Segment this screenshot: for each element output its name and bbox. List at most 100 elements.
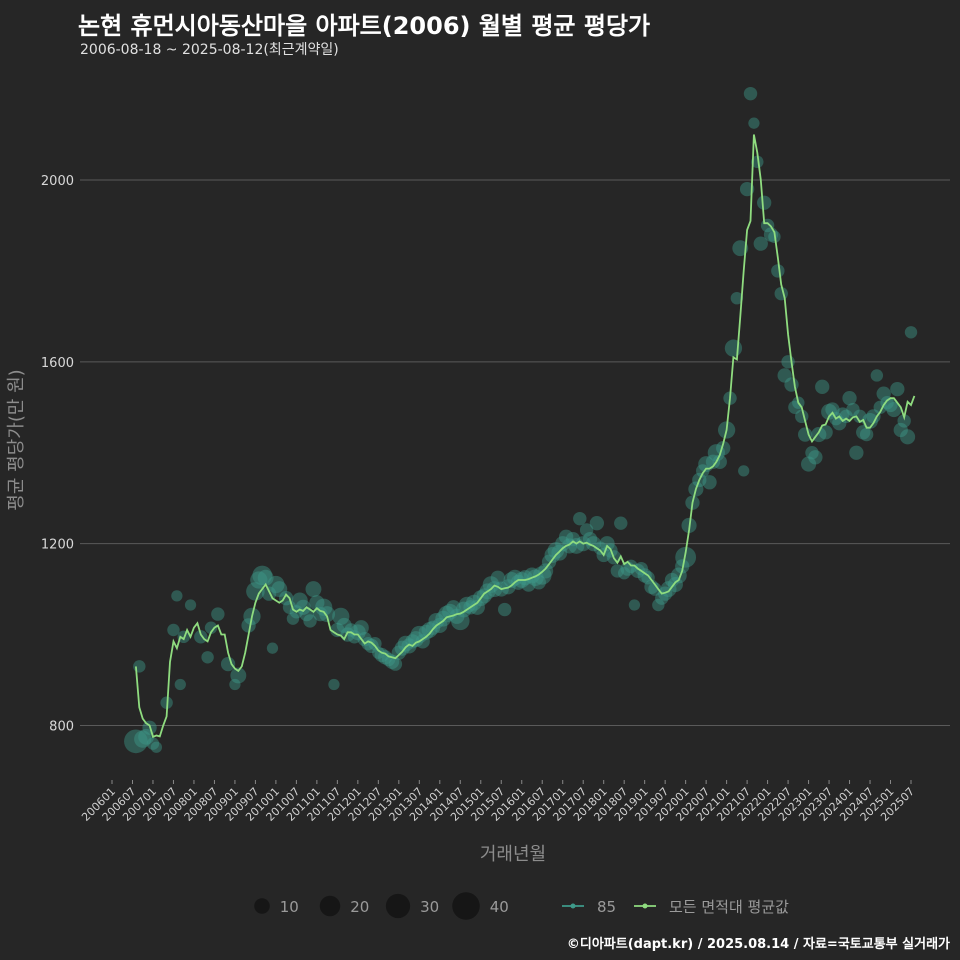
point-85-2016-11 bbox=[547, 542, 565, 559]
point-85-2013-02 bbox=[394, 640, 410, 656]
point-85-2024-08 bbox=[866, 409, 881, 424]
point-85-2010-06 bbox=[286, 612, 300, 625]
legend-item-0-dot bbox=[570, 903, 576, 909]
x-axis: 2006012006072007012007072008012008072009… bbox=[79, 780, 917, 824]
point-85-2015-05 bbox=[486, 581, 503, 598]
point-85-2017-02 bbox=[558, 529, 574, 544]
point-85-2022-12 bbox=[798, 427, 813, 442]
legend-size-30-label: 30 bbox=[420, 898, 439, 916]
point-85-2009-10 bbox=[257, 569, 274, 586]
point-85-2012-06 bbox=[368, 636, 382, 651]
legend-size-10-label: 10 bbox=[280, 898, 299, 916]
point-85-2024-11 bbox=[876, 386, 891, 401]
point-85-2013-01 bbox=[391, 645, 406, 660]
point-85-2021-08 bbox=[743, 86, 758, 101]
point-85-2025-07 bbox=[904, 326, 918, 339]
point-85-2012-10 bbox=[381, 652, 396, 667]
legend-size-20-dot bbox=[319, 895, 341, 917]
point-85-2024-06 bbox=[859, 427, 874, 442]
point-85-2014-09 bbox=[458, 596, 476, 614]
point-85-2018-07 bbox=[617, 566, 631, 580]
point-85-2019-06 bbox=[655, 591, 669, 605]
legend: 10 20 30 40 85 모든 면적대 평균값 bbox=[254, 892, 789, 920]
y-tick-2000: 2000 bbox=[41, 174, 74, 189]
point-85-2021-03 bbox=[724, 339, 743, 357]
point-85-2011-07 bbox=[330, 622, 345, 638]
point-85-2007-01 bbox=[146, 737, 160, 750]
point-85-2008-06 bbox=[204, 621, 218, 634]
point-85-2023-01 bbox=[801, 456, 817, 472]
point-85-2016-07 bbox=[532, 566, 552, 585]
point-85-2023-07 bbox=[821, 403, 837, 420]
point-85-2011-02 bbox=[313, 606, 328, 622]
point-85-2015-04 bbox=[482, 576, 500, 593]
point-85-2012-07 bbox=[372, 646, 385, 659]
point-85-2017-06 bbox=[573, 511, 587, 526]
point-85-2023-05 bbox=[815, 379, 830, 394]
point-85-2007-08 bbox=[171, 590, 183, 602]
point-85-2023-06 bbox=[818, 425, 833, 440]
footer-credit: ©디아파트(dapt.kr) / 2025.08.14 / 자료=국토교통부 실… bbox=[566, 937, 950, 952]
point-85-2023-02 bbox=[805, 446, 819, 460]
y-axis: 800 1200 1600 2000 bbox=[41, 174, 74, 734]
point-85-2012-02 bbox=[353, 620, 369, 636]
point-85-2007-07 bbox=[167, 623, 180, 637]
point-85-2025-05 bbox=[897, 414, 911, 428]
y-tick-1200: 1200 bbox=[41, 538, 74, 553]
legend-size-10-dot bbox=[254, 898, 270, 914]
legend-item-1-dot bbox=[642, 903, 648, 909]
point-85-2020-12 bbox=[716, 441, 731, 456]
point-85-2016-02 bbox=[517, 570, 533, 586]
point-85-2017-01 bbox=[555, 536, 571, 552]
point-85-2011-01 bbox=[309, 595, 325, 611]
point-85-2013-06 bbox=[407, 631, 424, 648]
point-85-2006-09 bbox=[133, 660, 146, 673]
point-85-2012-12 bbox=[388, 657, 403, 671]
point-85-2007-12 bbox=[184, 599, 197, 611]
point-85-2013-10 bbox=[421, 622, 438, 638]
point-85-2025-06 bbox=[900, 429, 916, 445]
point-85-2012-01 bbox=[349, 624, 366, 641]
y-tick-1600: 1600 bbox=[41, 356, 74, 371]
point-85-2021-04 bbox=[730, 291, 744, 305]
point-85-2013-03 bbox=[397, 635, 414, 652]
point-85-2022-11 bbox=[795, 409, 809, 424]
point-85-2010-01 bbox=[267, 575, 285, 594]
legend-item-0-label: 85 bbox=[597, 898, 616, 916]
point-85-2009-08 bbox=[250, 571, 268, 589]
point-85-2010-11 bbox=[303, 614, 317, 628]
point-85-2008-08 bbox=[211, 607, 225, 621]
point-85-2023-08 bbox=[825, 402, 840, 417]
point-85-2010-12 bbox=[305, 581, 322, 598]
point-85-2019-04 bbox=[648, 582, 662, 596]
y-axis-label: 평균 평당가(만 원) bbox=[6, 369, 27, 510]
point-85-2010-08 bbox=[291, 592, 308, 609]
point-85-2024-09 bbox=[870, 369, 884, 382]
point-85-2016-08 bbox=[538, 563, 554, 579]
scatter-points-85 bbox=[124, 86, 918, 754]
point-85-2024-05 bbox=[856, 425, 871, 440]
point-85-2015-12 bbox=[510, 574, 526, 590]
point-85-2015-10 bbox=[503, 572, 520, 588]
point-85-2014-03 bbox=[438, 605, 455, 623]
point-85-2011-08 bbox=[332, 607, 350, 626]
point-85-2009-09 bbox=[252, 565, 273, 586]
point-85-2013-12 bbox=[428, 612, 445, 629]
point-85-2020-11 bbox=[712, 454, 727, 469]
point-85-2013-09 bbox=[418, 624, 434, 640]
y-tick-800: 800 bbox=[49, 719, 74, 734]
point-85-2021-05 bbox=[732, 240, 749, 257]
point-85-2013-08 bbox=[415, 634, 430, 649]
point-85-2016-06 bbox=[531, 575, 546, 590]
point-85-2006-11 bbox=[138, 728, 155, 745]
point-85-2009-07 bbox=[246, 582, 265, 601]
point-85-2012-04 bbox=[361, 636, 375, 651]
chart-subtitle: 2006-08-18 ~ 2025-08-12(최근계약일) bbox=[80, 42, 339, 58]
point-85-2010-02 bbox=[271, 581, 288, 598]
point-85-2010-09 bbox=[295, 599, 311, 615]
point-85-2012-03 bbox=[357, 631, 372, 647]
grid-lines bbox=[80, 179, 950, 726]
point-85-2020-08 bbox=[702, 475, 717, 490]
point-85-2024-02 bbox=[846, 402, 860, 417]
legend-size-30-dot bbox=[385, 893, 411, 919]
